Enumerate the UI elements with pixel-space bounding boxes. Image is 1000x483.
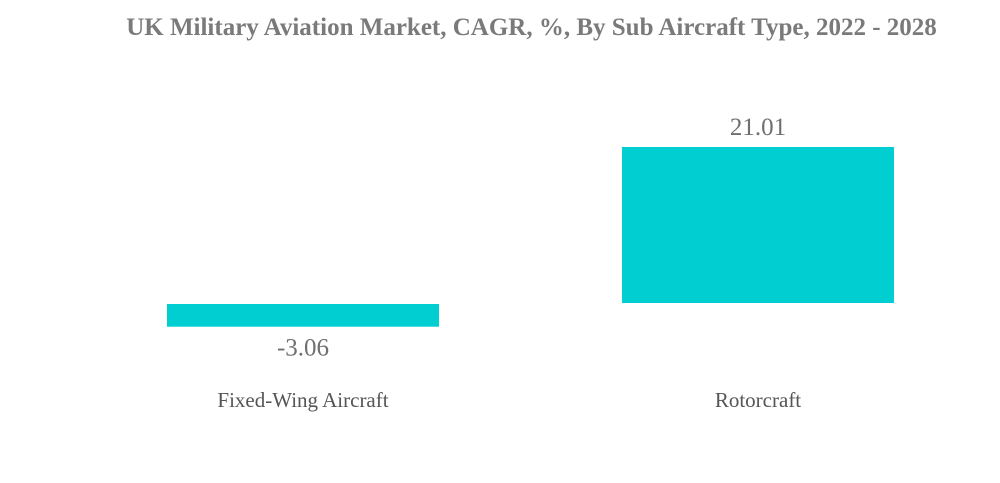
bars-group: [167, 147, 894, 327]
category-label: Fixed-Wing Aircraft: [217, 388, 388, 412]
chart-title: UK Military Aviation Market, CAGR, %, By…: [126, 14, 937, 41]
bar-fixed-wing-aircraft: [167, 304, 439, 327]
bar-rotorcraft: [622, 147, 894, 303]
category-labels-group: Fixed-Wing Aircraft Rotorcraft: [217, 388, 801, 412]
value-labels-group: -3.06 21.01: [277, 114, 786, 362]
value-label: 21.01: [730, 114, 786, 141]
category-label: Rotorcraft: [715, 388, 801, 412]
value-label: -3.06: [277, 335, 329, 362]
